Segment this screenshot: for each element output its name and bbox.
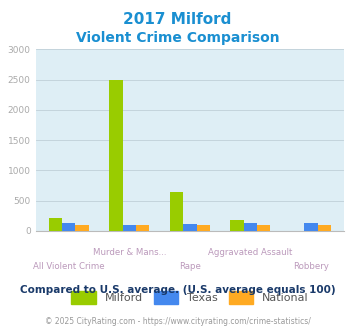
Bar bbox=[170, 192, 183, 231]
Bar bbox=[257, 225, 271, 231]
Text: Compared to U.S. average. (U.S. average equals 100): Compared to U.S. average. (U.S. average … bbox=[20, 285, 335, 295]
Bar bbox=[304, 223, 318, 231]
Bar bbox=[49, 218, 62, 231]
Text: © 2025 CityRating.com - https://www.cityrating.com/crime-statistics/: © 2025 CityRating.com - https://www.city… bbox=[45, 317, 310, 326]
Bar bbox=[76, 225, 89, 231]
Text: Robbery: Robbery bbox=[293, 262, 329, 271]
Text: Aggravated Assault: Aggravated Assault bbox=[208, 248, 293, 257]
Bar bbox=[318, 225, 331, 231]
Bar bbox=[123, 225, 136, 231]
Bar bbox=[62, 223, 76, 231]
Bar bbox=[244, 223, 257, 231]
Text: Violent Crime Comparison: Violent Crime Comparison bbox=[76, 31, 279, 45]
Bar bbox=[136, 225, 149, 231]
Text: Murder & Mans...: Murder & Mans... bbox=[93, 248, 166, 257]
Bar bbox=[230, 220, 244, 231]
Bar bbox=[183, 224, 197, 231]
Bar bbox=[197, 225, 210, 231]
Text: All Violent Crime: All Violent Crime bbox=[33, 262, 105, 271]
Text: Rape: Rape bbox=[179, 262, 201, 271]
Text: 2017 Milford: 2017 Milford bbox=[123, 12, 232, 26]
Bar bbox=[109, 80, 123, 231]
Legend: Milford, Texas, National: Milford, Texas, National bbox=[71, 291, 309, 304]
